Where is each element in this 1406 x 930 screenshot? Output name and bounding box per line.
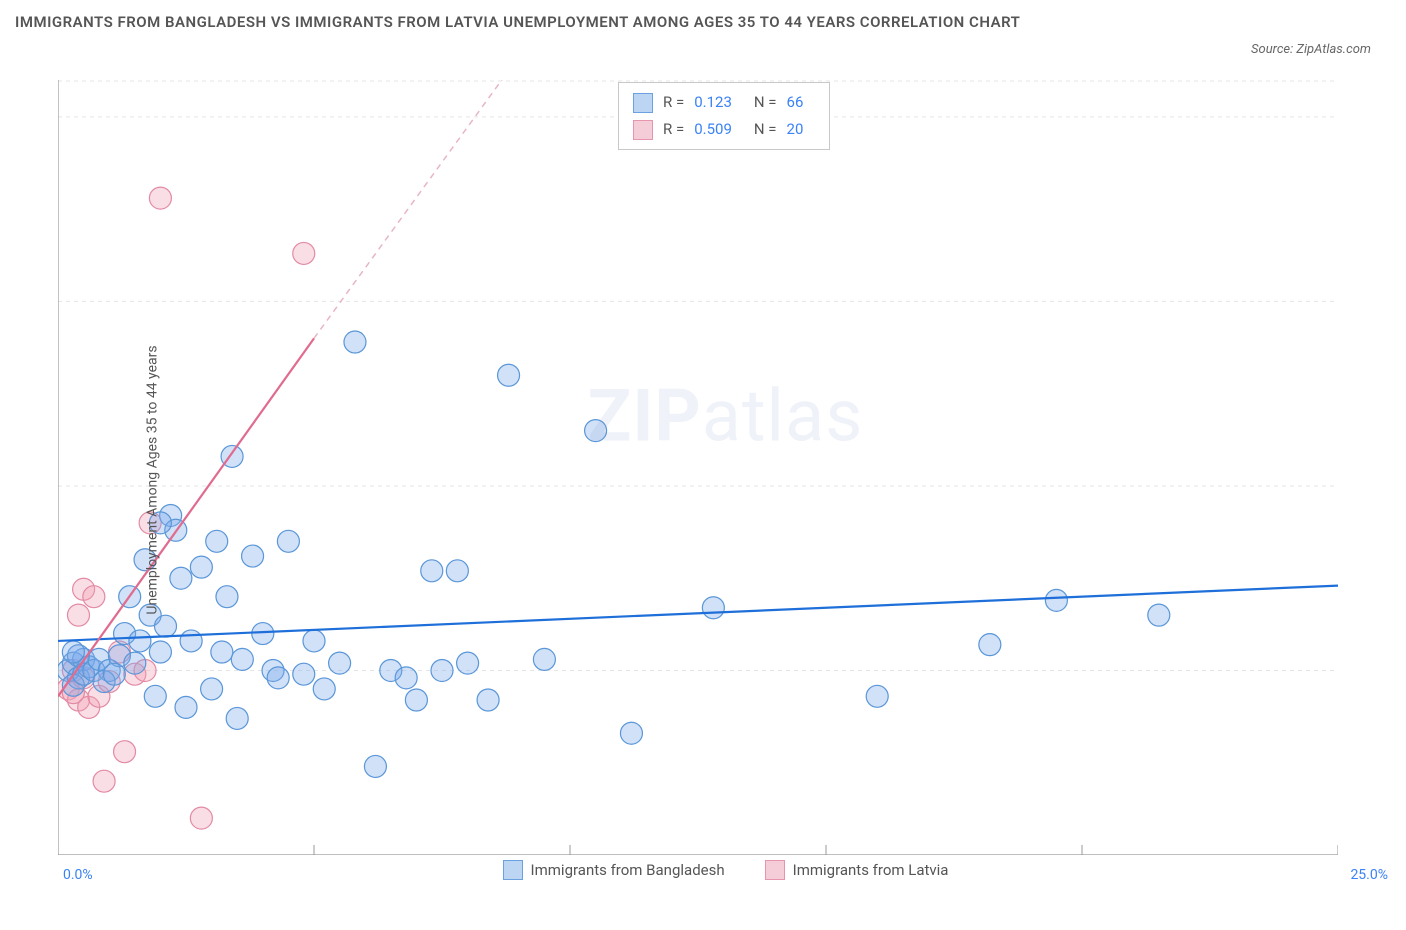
chart-area: Unemployment Among Ages 35 to 44 years Z… <box>58 80 1393 880</box>
legend-swatch-bangladesh <box>503 860 523 880</box>
chart-header: IMMIGRANTS FROM BANGLADESH VS IMMIGRANTS… <box>15 10 1391 34</box>
stats-row-latvia: R = 0.509 N = 20 <box>633 116 815 143</box>
r-label: R = <box>663 89 684 116</box>
r-value-latvia: 0.509 <box>694 116 732 143</box>
y-axis-label: Unemployment Among Ages 35 to 44 years <box>145 345 161 614</box>
legend-label-latvia: Immigrants from Latvia <box>793 861 949 879</box>
swatch-latvia <box>633 120 653 140</box>
legend-item-bangladesh: Immigrants from Bangladesh <box>503 860 725 880</box>
source-attribution: Source: ZipAtlas.com <box>1251 42 1371 57</box>
n-label: N = <box>754 89 777 116</box>
bottom-legend: 0.0% Immigrants from Bangladesh Immigran… <box>58 860 1393 880</box>
n-value-bangladesh: 66 <box>787 89 804 116</box>
legend-label-bangladesh: Immigrants from Bangladesh <box>531 861 725 879</box>
x-axis-origin: 0.0% <box>63 867 93 883</box>
n-label: N = <box>754 116 777 143</box>
swatch-bangladesh <box>633 93 653 113</box>
legend-swatch-latvia <box>765 860 785 880</box>
scatter-plot <box>58 80 1338 855</box>
stats-row-bangladesh: R = 0.123 N = 66 <box>633 89 815 116</box>
r-value-bangladesh: 0.123 <box>694 89 732 116</box>
correlation-stats-box: R = 0.123 N = 66 R = 0.509 N = 20 <box>618 82 830 150</box>
chart-title: IMMIGRANTS FROM BANGLADESH VS IMMIGRANTS… <box>15 10 1115 34</box>
legend-item-latvia: Immigrants from Latvia <box>765 860 949 880</box>
x-axis-end: 25.0% <box>1350 867 1388 883</box>
n-value-latvia: 20 <box>787 116 804 143</box>
r-label: R = <box>663 116 684 143</box>
